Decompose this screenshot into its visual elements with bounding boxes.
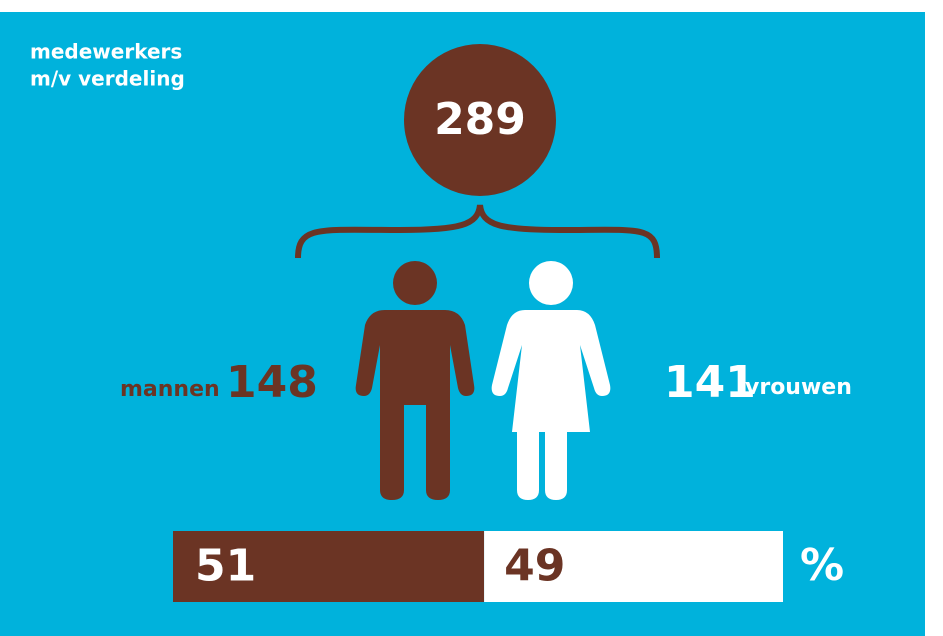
total-circle — [404, 44, 556, 196]
total-value: 289 — [434, 94, 526, 145]
women-value: 141 — [664, 357, 756, 408]
woman-figure — [491, 261, 611, 500]
women-share-bar — [484, 531, 783, 602]
men-share-bar — [173, 531, 485, 602]
brace — [295, 204, 660, 259]
share-bar: 51 49 — [173, 531, 783, 602]
men-label: mannen — [120, 377, 220, 402]
men-share-label: 51 — [195, 541, 256, 592]
men-value: 148 — [226, 357, 318, 408]
unit: % — [800, 540, 844, 591]
women-label: vrouwen — [745, 375, 852, 400]
women-share-label: 49 — [504, 541, 565, 592]
man-figure — [355, 261, 475, 500]
title-line: m/v verdeling — [30, 67, 185, 91]
title-line: medewerkers — [30, 40, 182, 64]
